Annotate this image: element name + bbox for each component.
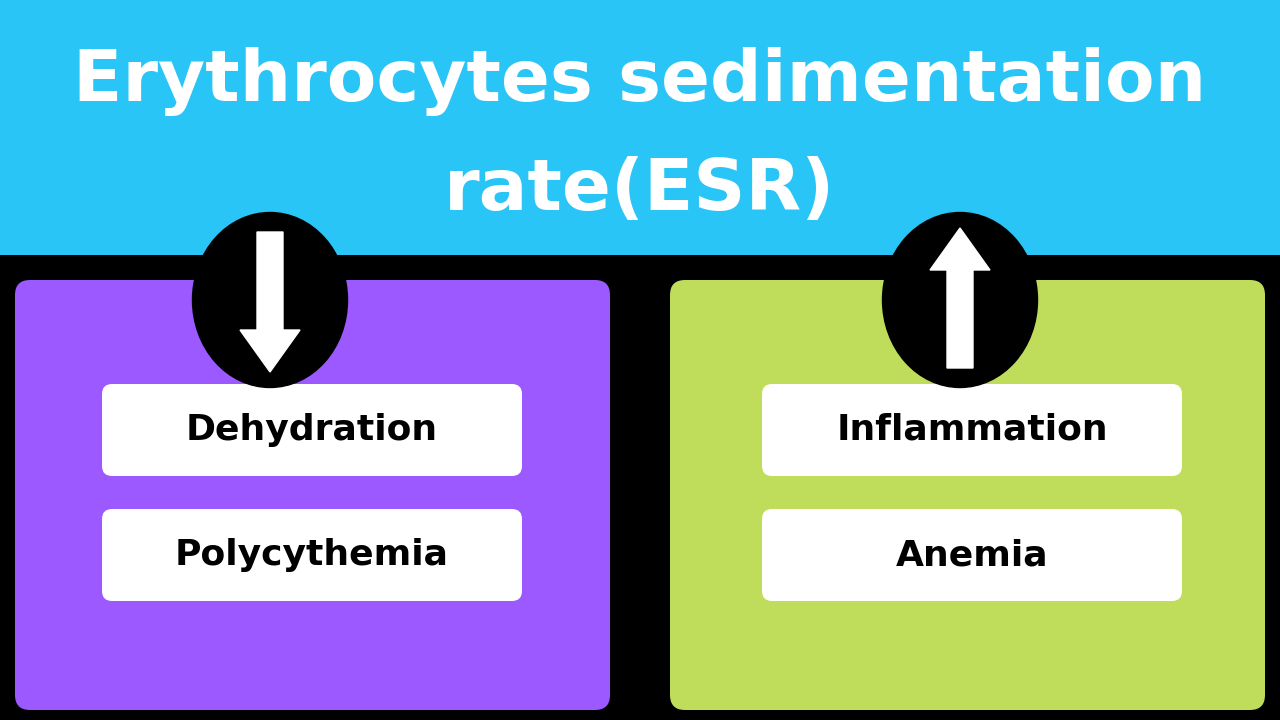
FancyBboxPatch shape [102,384,522,476]
Text: Polycythemia: Polycythemia [175,538,449,572]
FancyBboxPatch shape [15,280,611,710]
Text: Anemia: Anemia [896,538,1048,572]
FancyBboxPatch shape [669,280,1265,710]
Ellipse shape [882,212,1038,387]
FancyBboxPatch shape [102,509,522,601]
Ellipse shape [192,212,347,387]
Polygon shape [241,232,300,372]
Polygon shape [931,228,989,368]
Text: Inflammation: Inflammation [836,413,1107,447]
FancyBboxPatch shape [762,384,1181,476]
Text: rate(ESR): rate(ESR) [444,156,836,225]
FancyBboxPatch shape [762,509,1181,601]
Text: Erythrocytes sedimentation: Erythrocytes sedimentation [73,48,1207,117]
FancyBboxPatch shape [0,0,1280,255]
Text: Dehydration: Dehydration [186,413,438,447]
